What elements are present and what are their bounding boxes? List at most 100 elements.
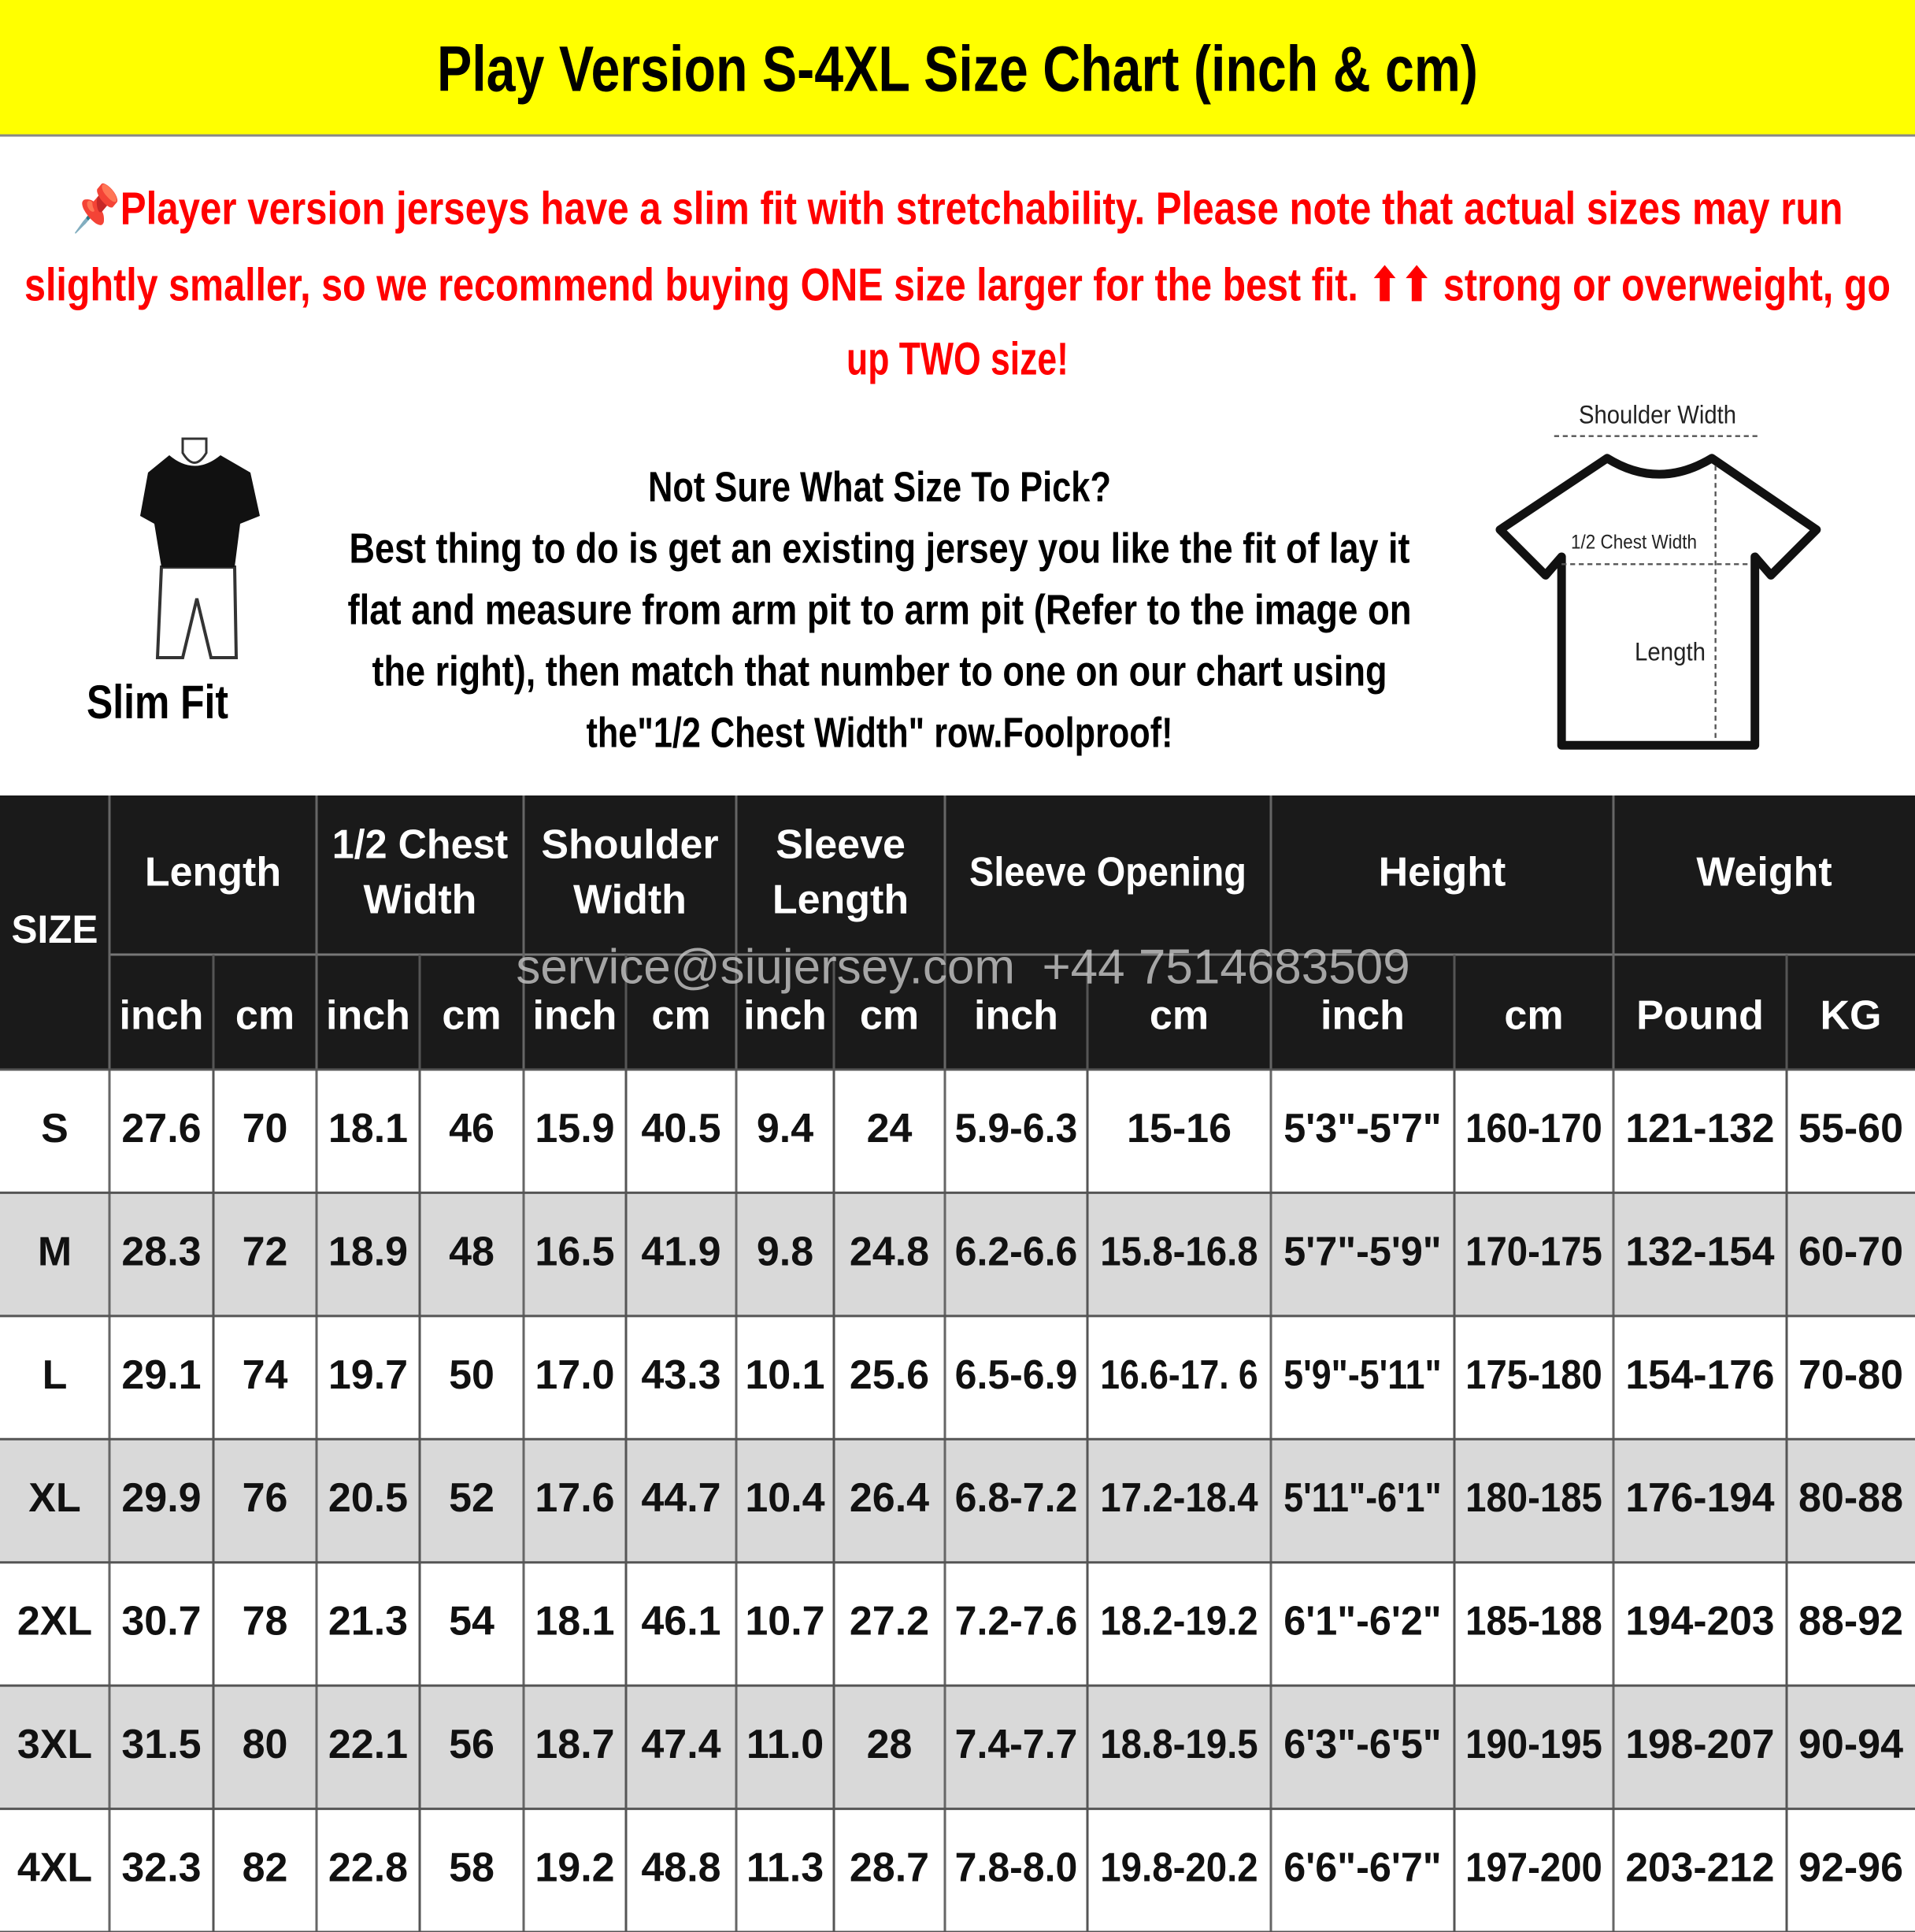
cell: 27.2 [850, 1599, 929, 1645]
cell: 80-88 [1798, 1475, 1903, 1521]
size-header: SIZE [12, 907, 98, 951]
cell: 15-16 [1127, 1106, 1232, 1151]
cell: 2XL [17, 1599, 92, 1645]
cell: 17.6 [535, 1475, 614, 1521]
unit-header: inch [974, 993, 1058, 1039]
note-line: slightly smaller, so we recommend buying… [24, 259, 1891, 310]
cell: 88-92 [1798, 1599, 1903, 1645]
unit-header: KG [1821, 993, 1882, 1039]
note-line: up TWO size! [846, 333, 1069, 384]
cell: 194-203 [1625, 1599, 1774, 1645]
row-bg [0, 1070, 1915, 1193]
cell: 10.7 [745, 1599, 824, 1645]
diagram-label: 1/2 Chest Width [1571, 532, 1697, 554]
cell: 48 [449, 1229, 494, 1274]
cell: 175-180 [1465, 1352, 1602, 1398]
title: Play Version S-4XL Size Chart (inch & cm… [437, 34, 1478, 106]
watermark: service@siujersey.com +44 7514683509 [516, 940, 1409, 994]
cell: 21.3 [328, 1599, 408, 1645]
row-bg [0, 1192, 1915, 1316]
cell: 17.2-18.4 [1100, 1475, 1258, 1521]
unit-header: inch [120, 993, 204, 1039]
cell: 29.9 [121, 1475, 201, 1521]
cell: 19.7 [328, 1352, 408, 1398]
cell: 6.2-6.6 [955, 1229, 1078, 1274]
cell: 70 [243, 1106, 288, 1151]
cell: 9.4 [757, 1106, 813, 1151]
unit-header: inch [1320, 993, 1405, 1039]
cell: 29.1 [121, 1352, 201, 1398]
group-header: Shoulder [541, 822, 718, 868]
cell: 6'6"-6'7" [1283, 1845, 1441, 1891]
note-line: 📌Player version jerseys have a slim fit … [72, 180, 1843, 234]
group-header: Sleeve [776, 822, 906, 868]
cell: 121-132 [1625, 1106, 1774, 1151]
title-bar [0, 0, 1915, 135]
cell: 30.7 [121, 1599, 201, 1645]
unit-header: cm [860, 993, 919, 1039]
cell: 32.3 [121, 1845, 201, 1891]
cell: 9.8 [757, 1229, 813, 1274]
unit-header: inch [326, 993, 410, 1039]
cell: 78 [243, 1599, 288, 1645]
cell: 41.9 [641, 1229, 720, 1274]
cell: 6.5-6.9 [955, 1352, 1078, 1398]
help-heading: Not Sure What Size To Pick? [648, 463, 1111, 510]
group-header: Width [364, 877, 477, 923]
diagram-label: Length [1635, 637, 1706, 666]
cell: 58 [449, 1845, 494, 1891]
cell: 176-194 [1625, 1475, 1774, 1521]
cell: 15.8-16.8 [1100, 1229, 1258, 1274]
cell: 197-200 [1465, 1845, 1602, 1891]
cell: 18.1 [535, 1599, 614, 1645]
cell: 160-170 [1465, 1106, 1602, 1151]
cell: 185-188 [1465, 1599, 1602, 1645]
cell: 60-70 [1798, 1229, 1903, 1274]
row-bg [0, 1439, 1915, 1563]
cell: 18.7 [535, 1722, 614, 1767]
cell: 40.5 [641, 1106, 720, 1151]
cell: 198-207 [1625, 1722, 1774, 1767]
cell: 5'9"-5'11" [1283, 1352, 1441, 1398]
cell: 70-80 [1798, 1352, 1903, 1398]
slim-fit-label: Slim Fit [87, 676, 228, 729]
cell: 10.4 [745, 1475, 824, 1521]
unit-header: Pound [1636, 993, 1764, 1039]
cell: 17.0 [535, 1352, 614, 1398]
cell: 46 [449, 1106, 494, 1151]
tshirt-diagram [1495, 435, 1821, 750]
cell: M [38, 1229, 72, 1274]
unit-header: cm [442, 993, 501, 1039]
cell: 24 [867, 1106, 913, 1151]
cell: 19.2 [535, 1845, 614, 1891]
cell: 18.1 [328, 1106, 408, 1151]
cell: 82 [243, 1845, 288, 1891]
cell: 132-154 [1625, 1229, 1774, 1274]
cell: 6'3"-6'5" [1283, 1722, 1441, 1767]
cell: 28 [867, 1722, 913, 1767]
cell: 7.4-7.7 [955, 1722, 1078, 1767]
cell: 43.3 [641, 1352, 720, 1398]
cell: 22.8 [328, 1845, 408, 1891]
cell: 24.8 [850, 1229, 929, 1274]
help-line: the"1/2 Chest Width" row.Foolproof! [587, 709, 1173, 756]
cell: 50 [449, 1352, 494, 1398]
group-header: Length [772, 877, 909, 923]
cell: 4XL [17, 1845, 92, 1891]
unit-header: cm [651, 993, 710, 1039]
cell: 6.8-7.2 [955, 1475, 1078, 1521]
cell: 18.9 [328, 1229, 408, 1274]
cell: 27.6 [121, 1106, 201, 1151]
cell: 19.8-20.2 [1100, 1845, 1258, 1891]
cell: 170-175 [1465, 1229, 1602, 1274]
cell: 10.1 [745, 1352, 824, 1398]
cell: 52 [449, 1475, 494, 1521]
help-line: the right), then match that number to on… [372, 647, 1387, 695]
cell: 154-176 [1625, 1352, 1774, 1398]
cell: 44.7 [641, 1475, 720, 1521]
cell: L [43, 1352, 68, 1398]
cell: 55-60 [1798, 1106, 1903, 1151]
cell: 16.5 [535, 1229, 614, 1274]
